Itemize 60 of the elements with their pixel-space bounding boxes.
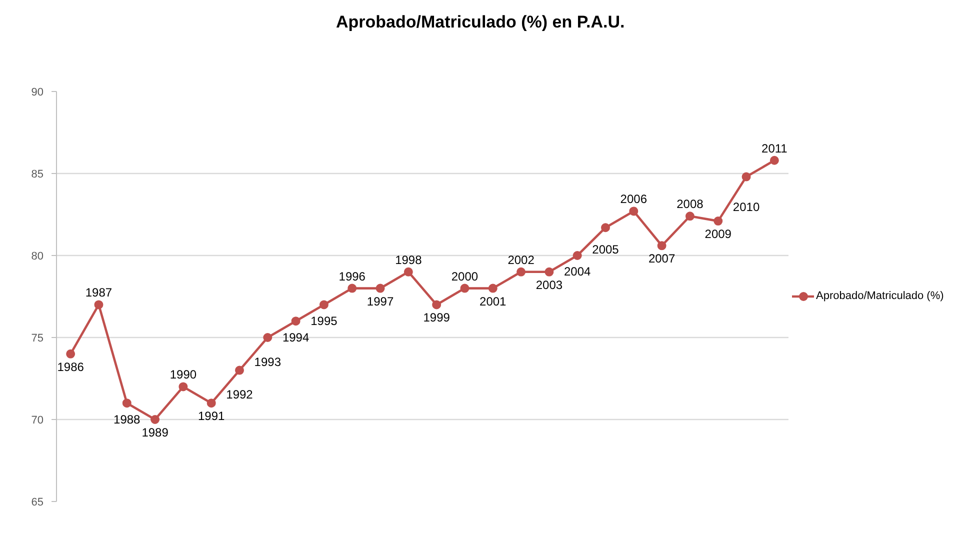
- point: [122, 398, 132, 408]
- y-tick-label: 70: [31, 414, 44, 426]
- x-tick-label: 1988: [114, 412, 141, 426]
- x-tick-label: 2000: [451, 269, 478, 284]
- y-tick-label: 80: [31, 250, 44, 262]
- point: [348, 284, 357, 293]
- x-tick-label: 2003: [536, 278, 563, 292]
- point: [516, 267, 526, 276]
- point: [235, 366, 244, 375]
- y-tick-label: 90: [31, 86, 44, 98]
- point: [404, 267, 413, 276]
- x-tick-label: 1991: [198, 409, 226, 424]
- x-tick-label: 2002: [508, 252, 535, 267]
- point: [94, 300, 104, 310]
- point: [657, 241, 666, 250]
- x-tick-label: 2009: [704, 227, 732, 242]
- y-tick-label: 85: [31, 168, 44, 180]
- x-tick-label: 2001: [480, 294, 507, 308]
- chart-title: Aprobado/Matriculado (%) en P.A.U.: [336, 12, 625, 32]
- y-tick-label: 75: [31, 332, 44, 344]
- point: [685, 212, 694, 221]
- point: [572, 251, 582, 260]
- x-tick-label: 1993: [254, 354, 282, 369]
- point: [206, 398, 216, 408]
- x-tick-label: 1998: [395, 252, 422, 267]
- x-tick-label: 1999: [423, 310, 450, 325]
- y-tick-label: 65: [31, 496, 44, 508]
- x-tick-label: 2005: [592, 242, 620, 256]
- legend-label: Aprobado/Matriculado (%): [816, 290, 944, 302]
- x-tick-label: 2008: [676, 197, 704, 212]
- point: [460, 284, 470, 293]
- point: [376, 284, 385, 293]
- x-tick-label: 1986: [57, 360, 84, 374]
- x-tick-label: 1994: [282, 330, 310, 344]
- x-tick-label: 2010: [732, 200, 760, 214]
- x-tick-label: 2004: [564, 264, 592, 279]
- point: [319, 300, 328, 310]
- point: [66, 349, 76, 358]
- x-tick-label: 1990: [170, 368, 197, 382]
- x-tick-label: 1989: [142, 426, 169, 440]
- x-tick-label: 2007: [648, 252, 676, 266]
- point: [742, 172, 751, 182]
- x-tick-label: 1992: [226, 388, 254, 402]
- x-tick-label: 2006: [620, 192, 648, 206]
- point: [150, 415, 160, 424]
- point: [629, 206, 638, 216]
- x-tick-label: 1995: [310, 314, 338, 328]
- x-tick-label: 2011: [762, 141, 788, 156]
- point: [770, 156, 779, 165]
- x-tick-label: 1997: [366, 294, 394, 308]
- point: [544, 267, 554, 276]
- point: [432, 300, 442, 310]
- x-tick-label: 1987: [85, 286, 112, 300]
- point: [178, 382, 188, 392]
- x-tick-label: 1996: [338, 269, 366, 284]
- point: [263, 333, 272, 342]
- point: [601, 223, 610, 232]
- point: [291, 316, 300, 326]
- point: [714, 216, 723, 226]
- point: [488, 284, 498, 293]
